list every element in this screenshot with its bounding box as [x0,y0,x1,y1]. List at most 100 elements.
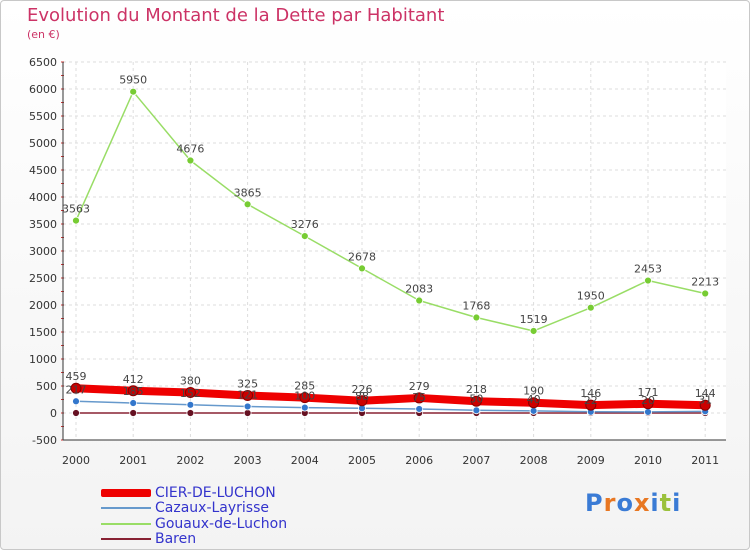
data-label: 31 [698,393,712,406]
data-label: 1519 [520,313,548,326]
y-tick-label: -500 [32,434,57,447]
data-point [586,303,595,312]
x-tick-label: 2003 [234,454,262,467]
data-label: 100 [294,390,315,403]
data-point [72,409,80,417]
data-point [528,397,540,409]
data-label: 185 [123,385,144,398]
data-point [186,400,195,409]
logo-letter: t [659,489,673,517]
chart-title: Evolution du Montant de la Dette par Hab… [27,5,445,26]
data-point [242,389,254,401]
x-tick-label: 2004 [291,454,319,467]
legend-swatch-baren [101,538,151,540]
x-tick-label: 2008 [520,454,548,467]
data-point [529,327,538,335]
data-point [72,397,80,406]
data-label: 1768 [462,300,490,313]
data-point [72,216,80,225]
data-point [299,392,311,404]
data-label: 1950 [577,290,605,303]
legend-label: Cazaux-Layrisse [155,500,270,516]
chart-subtitle: (en €) [27,28,60,41]
y-tick-label: 4000 [29,191,57,204]
data-point [472,313,481,322]
data-point [472,406,481,415]
x-tick-label: 2006 [405,454,433,467]
data-point [529,406,538,415]
data-label: 2083 [405,283,433,296]
data-label: 380 [180,374,201,387]
data-point [243,402,252,411]
x-tick-label: 2002 [176,454,204,467]
legend-item-baren: Baren [101,531,196,547]
logo-letter: o [616,489,634,517]
logo-letter: i [650,489,660,517]
data-label: 20 [641,394,655,407]
y-tick-label: 2500 [29,272,57,285]
data-label: 2678 [348,250,376,263]
legend-item-cazaux: Cazaux-Layrisse [101,500,269,516]
y-tick-label: 1500 [29,326,57,339]
data-label: 5950 [119,74,147,87]
data-point [644,408,652,416]
data-point [243,200,252,209]
data-label: 75 [412,391,426,404]
data-point [413,392,425,404]
data-label: 226 [352,383,373,396]
data-point [642,398,654,410]
data-point [186,156,195,165]
data-point [243,409,252,417]
data-label: 22 [584,394,598,407]
data-point [129,399,138,407]
data-point [701,289,710,298]
legend-label: CIER-DE-LUCHON [155,485,276,501]
x-tick-label: 2010 [634,454,662,467]
y-tick-label: 5500 [29,110,57,123]
data-label: 285 [294,380,315,393]
data-label: 121 [237,388,258,401]
x-tick-label: 2007 [462,454,490,467]
data-label: 50 [469,392,483,405]
x-tick-label: 2009 [577,454,605,467]
y-tick-label: 1000 [29,353,57,366]
logo-letter: r [603,489,617,517]
logo-letter: x [633,489,651,517]
data-point [644,276,652,285]
data-point [184,386,196,398]
data-point [356,395,368,407]
data-label: 279 [409,380,430,393]
series-line [75,400,706,413]
data-point [129,409,138,417]
y-tick-label: 0 [50,407,57,420]
series-line [75,90,706,332]
legend-swatch-cier [101,489,151,497]
legend-item-gouaux: Gouaux-de-Luchon [101,516,287,532]
y-tick-label: 2000 [29,299,57,312]
data-label: 459 [66,370,87,383]
data-point [415,296,424,305]
x-tick-label: 2001 [119,454,147,467]
y-tick-label: 6500 [29,56,57,69]
data-label: 40 [527,393,541,406]
data-point [127,385,139,397]
data-point [358,264,366,273]
y-tick-label: 3000 [29,245,57,258]
data-point [699,399,711,411]
data-label: 171 [638,386,659,399]
legend-label: Gouaux-de-Luchon [155,516,288,532]
x-tick-label: 2011 [691,454,719,467]
y-tick-label: 500 [36,380,57,393]
series-line [72,384,710,410]
data-label: 88 [355,390,369,403]
legend-label: Baren [155,531,197,547]
y-tick-label: 4500 [29,164,57,177]
legend-item-cier: CIER-DE-LUCHON [101,485,276,501]
proxiti-logo: Proxiti [585,489,681,517]
data-label: 2453 [634,263,662,276]
y-tick-label: 5000 [29,137,57,150]
logo-letter: i [672,489,682,517]
data-label: 4676 [176,142,204,155]
